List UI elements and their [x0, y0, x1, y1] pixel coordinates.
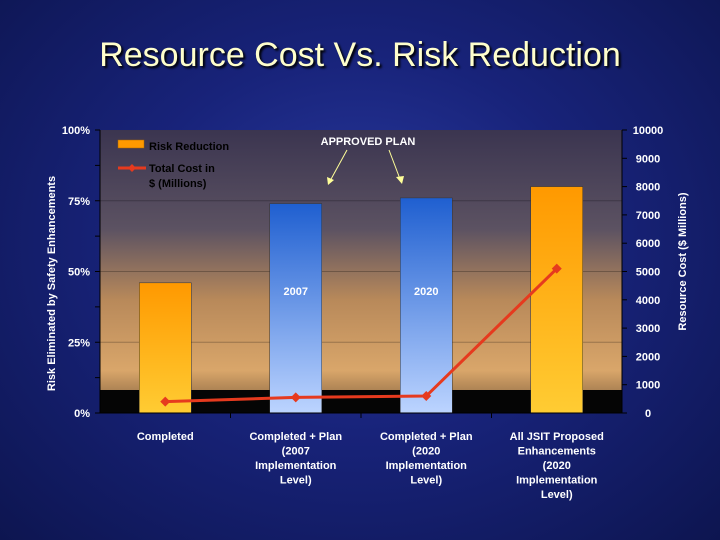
category-label-line: Completed + Plan: [249, 431, 342, 443]
left-tick-label: 50%: [68, 267, 90, 279]
legend-label-risk: Risk Reduction: [149, 141, 229, 153]
category-label: Completed + Plan (2007 Implementation Level…: [249, 431, 342, 487]
left-tick-labels: 0% 25% 50% 75% 100%: [62, 125, 90, 420]
category-label-line: Level): [280, 475, 312, 487]
category-label-line: (2020: [412, 446, 440, 458]
right-tick-label: 5000: [636, 267, 660, 279]
cost-line-path: [165, 267, 558, 404]
right-tick-label: 4000: [636, 295, 660, 307]
ground-silhouette: [100, 390, 622, 413]
cost-point: [160, 396, 171, 407]
bar-year-label: 2020: [414, 286, 438, 298]
cost-point: [290, 392, 301, 403]
right-tick-label: 1000: [636, 380, 660, 392]
left-tick-label: 0%: [74, 408, 90, 420]
legend-label-cost-2: $ (Millions): [149, 178, 207, 190]
left-tick-label: 75%: [68, 196, 90, 208]
right-tick-label: 2000: [636, 351, 660, 363]
bar-year-label: 2007: [284, 286, 308, 298]
right-tick-label: 6000: [636, 238, 660, 250]
annotations: APPROVED PLAN: [321, 136, 416, 185]
legend-label-cost-1: Total Cost in: [149, 163, 215, 175]
bar-labels: 2007 2020: [284, 286, 439, 298]
category-label: All JSIT Proposed Enhancements (2020 Implem…: [510, 431, 604, 501]
category-label-line: Level): [410, 475, 442, 487]
right-tick-label: 0: [645, 408, 651, 420]
bars: [139, 186, 583, 414]
bar: [269, 203, 322, 414]
category-label-line: Implementation: [255, 460, 337, 472]
category-label-line: Completed: [137, 431, 194, 443]
approved-plan-label: APPROVED PLAN: [321, 136, 416, 148]
right-tick-label: 8000: [636, 182, 660, 194]
axes: Risk Eliminated by Safety Enhancements Re…: [46, 129, 689, 418]
right-tick-label: 9000: [636, 153, 660, 165]
category-label-line: Level): [541, 489, 573, 501]
approved-arrowhead-left: [327, 177, 334, 185]
approved-arrow-right: [388, 149, 401, 180]
right-tick-label: 7000: [636, 210, 660, 222]
cost-point: [551, 263, 562, 274]
category-label: Completed: [137, 431, 194, 443]
category-label-line: Implementation: [516, 475, 598, 487]
category-label-line: Enhancements: [518, 446, 596, 458]
category-label-line: (2020: [543, 460, 571, 472]
legend: Risk Reduction Total Cost in $ (Millions): [117, 139, 229, 190]
bar: [530, 186, 583, 414]
category-label-line: (2007: [282, 446, 310, 458]
y-right-title: Resource Cost ($ Millions): [677, 192, 689, 330]
right-tick-label: 3000: [636, 323, 660, 335]
category-label-line: Implementation: [386, 460, 468, 472]
y-left-title: Risk Eliminated by Safety Enhancements: [46, 176, 58, 391]
category-label-line: All JSIT Proposed: [510, 431, 604, 443]
cost-line: [160, 263, 562, 407]
category-label: Completed + Plan (2020 Implementation Level…: [380, 431, 473, 487]
legend-swatch-bar: [117, 139, 145, 149]
cost-point: [421, 391, 432, 402]
category-labels: Completed Completed + Plan (2007 Implementa…: [137, 431, 604, 501]
bar: [139, 282, 192, 414]
right-tick-label: 10000: [633, 125, 664, 137]
left-tick-label: 25%: [68, 337, 90, 349]
page-title: Resource Cost Vs. Risk Reduction: [99, 36, 621, 74]
bar: [400, 197, 453, 414]
category-label-line: Completed + Plan: [380, 431, 473, 443]
approved-arrowhead-right: [396, 176, 404, 184]
left-tick-label: 100%: [62, 125, 90, 137]
legend-swatch-marker: [128, 164, 136, 172]
approved-arrow-left: [329, 149, 348, 182]
right-tick-labels: 0 1000 2000 3000 4000 5000 6000 7000 8000 9000 100…: [633, 125, 664, 420]
